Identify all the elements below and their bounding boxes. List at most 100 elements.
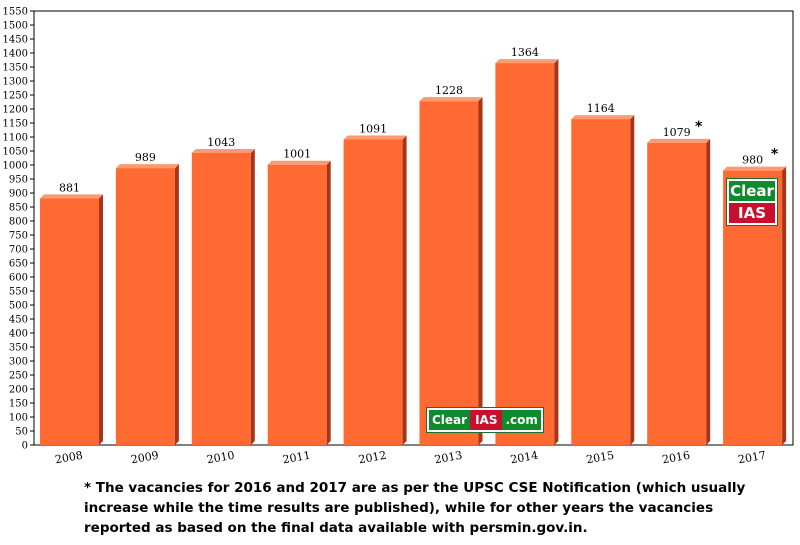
bar-2013: 1228 (419, 84, 483, 445)
bars-group: 881 989 1043 1001 1091 1228 1364 1164 1079 * 980 * (40, 46, 787, 446)
bar-side (706, 138, 711, 445)
bar-top (40, 194, 103, 199)
plot-frame (33, 10, 794, 446)
y-tick-label: 350 (9, 343, 28, 354)
bar-2014: 1364 (495, 46, 559, 446)
data-label: 1079 (663, 126, 691, 139)
x-tick-label: 2014 (509, 449, 539, 467)
y-tick-label: 1150 (3, 119, 28, 130)
y-tick-label: 100 (9, 413, 28, 424)
vacancies-bar-chart: 0 50 100 150 200 250 300 350 400 450 500 550 600 650 7… (3, 7, 794, 467)
y-tick-label: 450 (9, 315, 28, 326)
x-tick-label: 2010 (206, 449, 236, 467)
cleartias-logo-stacked: Clear IAS (727, 179, 777, 225)
x-tick-label: 2015 (585, 449, 615, 467)
bar-top (723, 166, 787, 171)
y-tick-label: 200 (9, 385, 28, 396)
bar-2016: 1079 * (647, 119, 711, 445)
x-tick-label: 2011 (282, 449, 312, 467)
bar-top (343, 135, 407, 140)
y-tick-label: 1500 (3, 21, 28, 32)
x-tick-label: 2013 (433, 449, 463, 467)
data-label: 1001 (283, 148, 311, 161)
bar-front (343, 139, 403, 445)
logo-clear-text: Clear (729, 181, 775, 201)
bar-2015: 1164 (571, 102, 635, 445)
y-tick-label: 1000 (3, 161, 28, 172)
bar-front (115, 168, 175, 445)
y-tick-label: 700 (9, 245, 28, 256)
data-label: 1091 (359, 123, 387, 136)
y-tick-label: 50 (15, 427, 28, 438)
bar-2012: 1091 (343, 123, 407, 445)
logo-ias-text: IAS (729, 201, 775, 223)
y-tick-label: 500 (9, 301, 28, 312)
y-tick-label: 400 (9, 329, 28, 340)
bar-side (326, 160, 331, 445)
x-axis-ticks: 2008 2009 2010 2011 2012 2013 2014 2015 2016 2017 (54, 449, 767, 467)
x-tick-label: 2017 (737, 449, 767, 467)
y-tick-label: 1550 (3, 7, 28, 18)
bar-top (191, 148, 255, 153)
bar-side (630, 115, 635, 445)
data-label: 1043 (207, 136, 235, 149)
y-tick-label: 1100 (3, 133, 28, 144)
x-tick-label: 2009 (130, 449, 160, 467)
bar-top (419, 97, 483, 102)
y-tick-label: 1400 (3, 49, 28, 60)
y-tick-label: 0 (22, 441, 28, 452)
data-label: 1364 (511, 46, 539, 59)
y-tick-label: 1300 (3, 77, 28, 88)
bar-2011: 1001 (267, 148, 331, 445)
bar-2008: 881 (40, 181, 103, 445)
chart-footnote: * The vacancies for 2016 and 2017 are as… (84, 480, 746, 536)
bar-side (782, 166, 787, 445)
y-tick-label: 1450 (3, 35, 28, 46)
y-tick-label: 250 (9, 371, 28, 382)
y-tick-label: 850 (9, 203, 28, 214)
asterisk-mark: * (771, 147, 779, 163)
bar-side (402, 135, 407, 445)
bar-front (191, 152, 251, 445)
bar-side (174, 164, 179, 445)
y-tick-label: 950 (9, 175, 28, 186)
data-label: 1228 (435, 84, 463, 97)
x-tick-label: 2008 (54, 449, 84, 467)
bar-front (571, 119, 631, 445)
bar-side (478, 97, 483, 445)
data-label: 1164 (587, 102, 615, 115)
bar-2009: 989 (115, 151, 179, 445)
y-tick-label: 750 (9, 231, 28, 242)
y-tick-label: 550 (9, 287, 28, 298)
bar-side (554, 59, 559, 445)
bar-2010: 1043 (191, 136, 255, 445)
y-tick-label: 1200 (3, 105, 28, 116)
y-tick-label: 600 (9, 273, 28, 284)
y-axis-ticks: 0 50 100 150 200 250 300 350 400 450 500 550 600 650 7… (3, 7, 34, 452)
bar-front (495, 63, 555, 446)
data-label: 881 (59, 181, 80, 194)
bar-top (115, 164, 179, 169)
x-tick-label: 2012 (358, 449, 388, 467)
logo-inline-com: .com (505, 413, 538, 427)
bar-top (647, 138, 711, 143)
bar-side (250, 148, 255, 445)
chart-axes (33, 10, 794, 446)
bar-top (267, 160, 331, 165)
asterisk-mark: * (695, 119, 703, 135)
y-tick-label: 150 (9, 399, 28, 410)
bar-front (647, 142, 707, 445)
logo-inline-ias: IAS (470, 410, 503, 430)
x-tick-label: 2016 (661, 449, 691, 467)
y-tick-label: 900 (9, 189, 28, 200)
data-label: 980 (742, 154, 763, 167)
y-tick-label: 1250 (3, 91, 28, 102)
y-tick-label: 1350 (3, 63, 28, 74)
bar-top (495, 59, 559, 64)
y-tick-label: 1050 (3, 147, 28, 158)
bar-side (99, 194, 103, 445)
bar-top (571, 115, 635, 120)
bar-front (40, 198, 99, 445)
y-tick-label: 650 (9, 259, 28, 270)
bar-front (419, 101, 479, 445)
